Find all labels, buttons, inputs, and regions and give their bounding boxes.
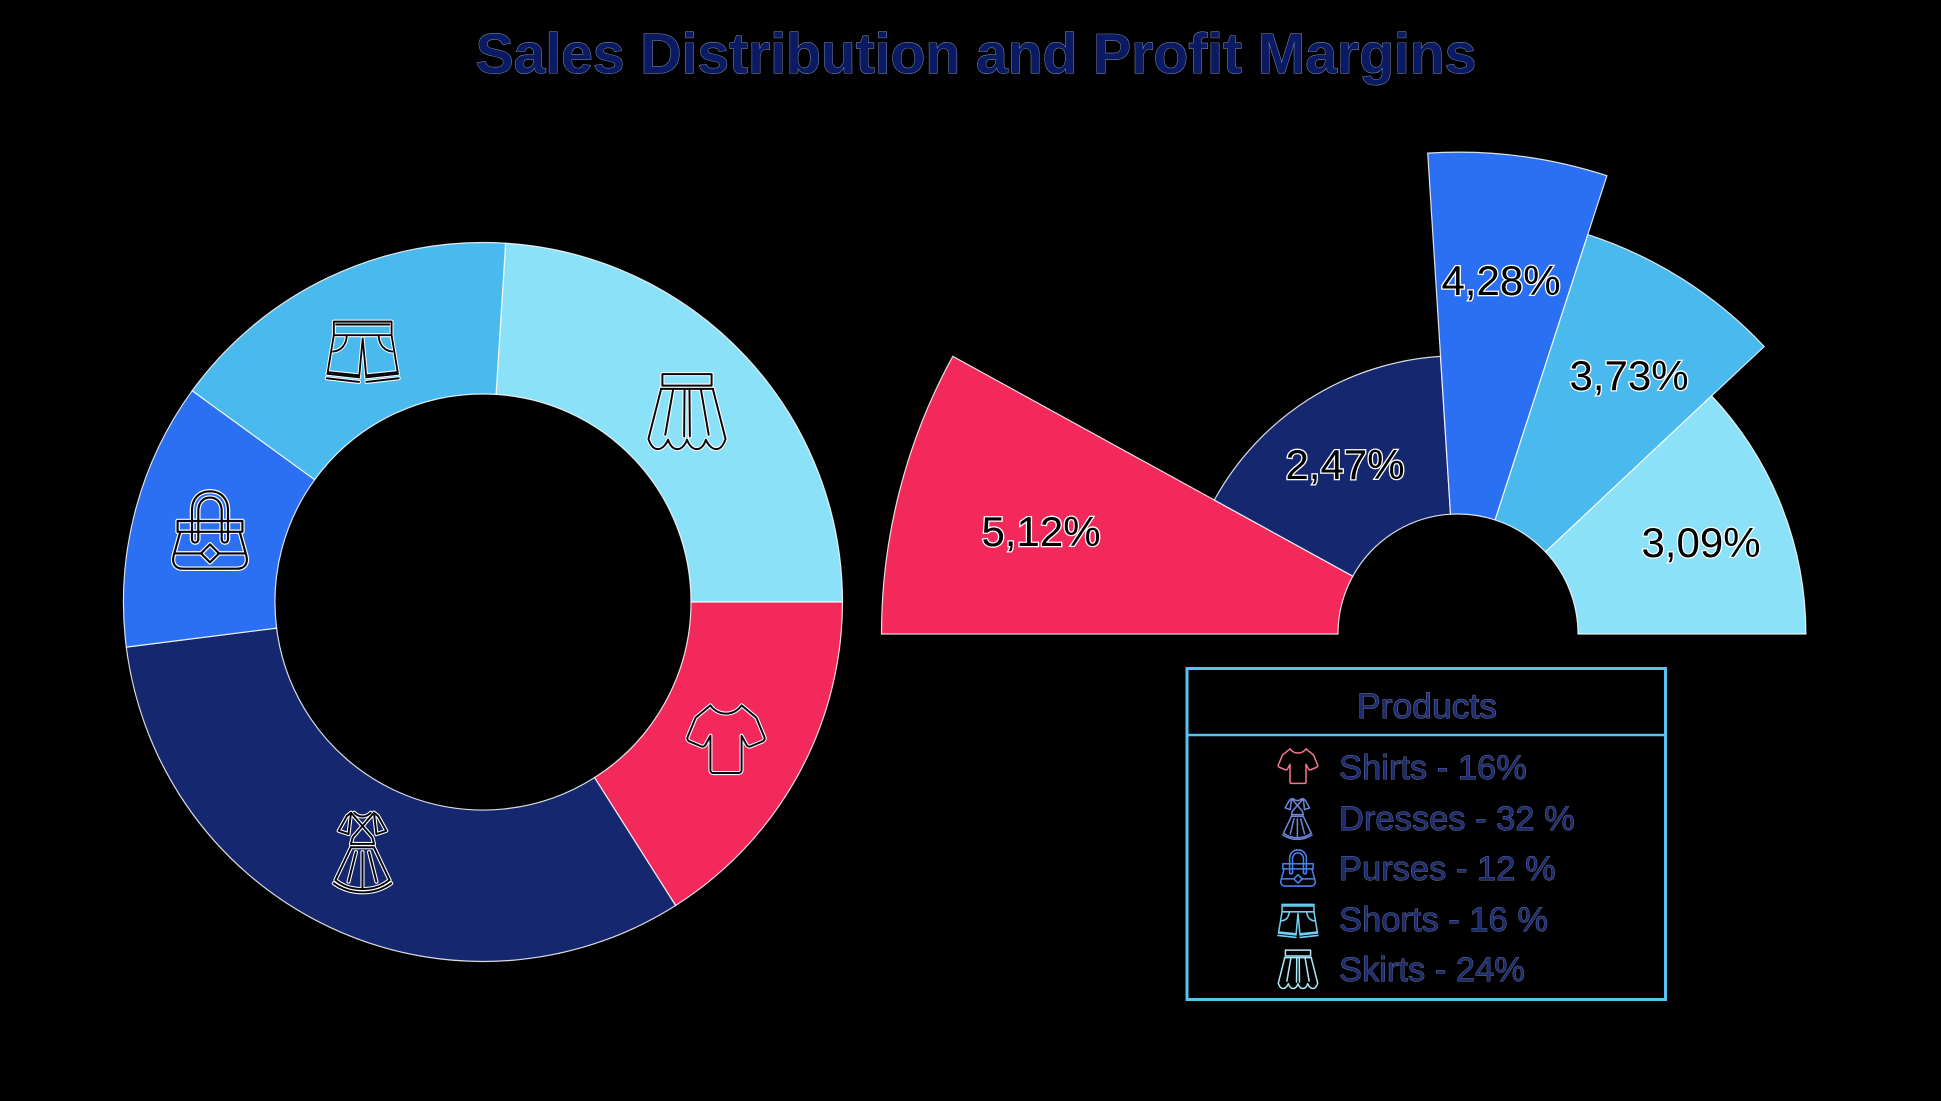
svg-text:Shorts - 16 %: Shorts - 16 %	[1339, 901, 1548, 939]
svg-text:3,73%: 3,73%	[1569, 352, 1688, 399]
svg-text:Skirts - 24%: Skirts - 24%	[1339, 951, 1525, 989]
svg-text:2,47%: 2,47%	[1285, 441, 1404, 488]
svg-text:Purses - 12 %: Purses - 12 %	[1339, 850, 1556, 888]
svg-text:5,12%: 5,12%	[981, 508, 1100, 555]
svg-text:Products: Products	[1357, 686, 1497, 726]
svg-text:Sales Distribution and Profit: Sales Distribution and Profit Margins	[476, 22, 1477, 86]
svg-text:Shirts - 16%: Shirts - 16%	[1339, 749, 1527, 787]
svg-text:Dresses - 32 %: Dresses - 32 %	[1339, 800, 1575, 838]
svg-text:4,28%: 4,28%	[1441, 257, 1560, 304]
svg-text:3,09%: 3,09%	[1641, 519, 1760, 566]
